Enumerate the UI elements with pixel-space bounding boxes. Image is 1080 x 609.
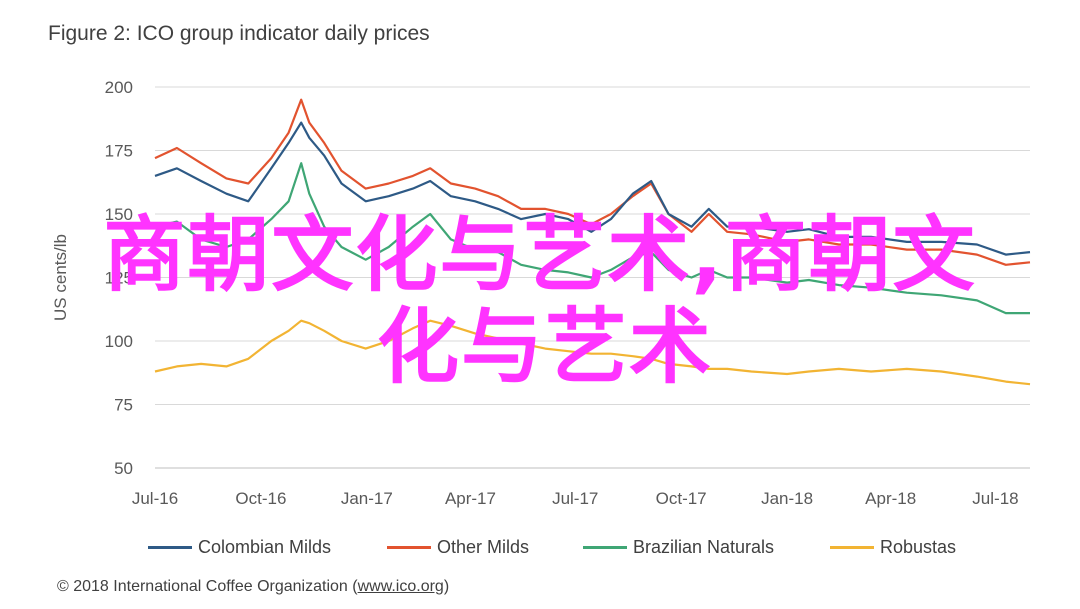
legend-item: Brazilian Naturals bbox=[583, 534, 774, 560]
legend-swatch bbox=[387, 545, 431, 549]
legend-item: Robustas bbox=[830, 534, 956, 560]
chart-legend: Colombian Milds Other Milds Brazilian Natu… bbox=[0, 534, 1080, 560]
legend-label: Brazilian Naturals bbox=[633, 536, 775, 557]
series-line-colombian-milds bbox=[154, 121, 1031, 256]
series-line-brazilian-naturals bbox=[154, 162, 1030, 315]
x-tick-label: Jul-16 bbox=[132, 489, 178, 508]
legend-item: Other Milds bbox=[387, 534, 529, 560]
y-tick-label: 175 bbox=[105, 142, 133, 161]
x-tick-label: Oct-16 bbox=[235, 489, 286, 508]
x-tick-label: Jan-17 bbox=[341, 489, 393, 508]
credit-suffix: ) bbox=[443, 578, 450, 595]
y-axis-label: US cents/lb bbox=[51, 234, 70, 321]
x-tick-label: Apr-17 bbox=[445, 489, 496, 508]
legend-item: Colombian Milds bbox=[148, 534, 331, 560]
x-tick-label: Jul-17 bbox=[552, 489, 598, 508]
legend-swatch bbox=[148, 545, 192, 549]
y-tick-label: 150 bbox=[105, 205, 133, 224]
y-tick-label: 75 bbox=[114, 396, 133, 415]
legend-swatch bbox=[830, 545, 874, 549]
y-tick-label: 100 bbox=[105, 332, 133, 351]
legend-label: Other Milds bbox=[437, 536, 530, 557]
x-tick-label: Apr-18 bbox=[865, 489, 916, 508]
chart-title: Figure 2: ICO group indicator daily pric… bbox=[48, 22, 430, 45]
series-line-robustas bbox=[154, 319, 1031, 386]
copyright-credit: © 2018 International Coffee Organization… bbox=[57, 578, 449, 596]
credit-prefix: © 2018 International Coffee Organization… bbox=[57, 578, 358, 595]
y-tick-label: 50 bbox=[114, 459, 133, 478]
legend-label: Colombian Milds bbox=[198, 536, 332, 557]
series-line-other-milds bbox=[154, 98, 1031, 266]
y-tick-label: 125 bbox=[105, 269, 133, 288]
x-tick-label: Oct-17 bbox=[656, 489, 707, 508]
x-tick-label: Jan-18 bbox=[761, 489, 813, 508]
legend-label: Robustas bbox=[880, 536, 957, 557]
legend-swatch bbox=[583, 545, 627, 549]
x-tick-label: Jul-18 bbox=[972, 489, 1018, 508]
y-tick-label: 200 bbox=[105, 78, 133, 97]
credit-link[interactable]: www.ico.org bbox=[357, 578, 444, 595]
